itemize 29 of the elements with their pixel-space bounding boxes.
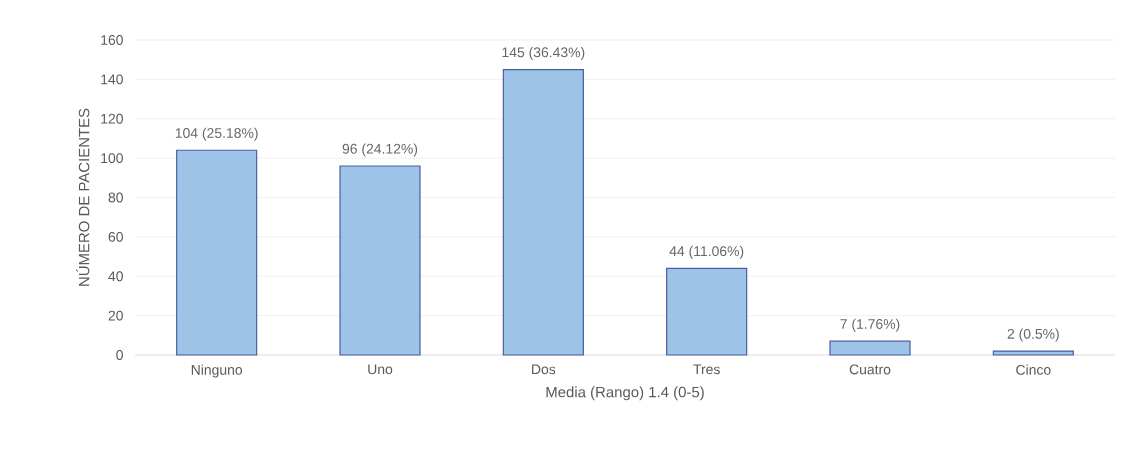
y-tick-label: 20 bbox=[108, 310, 123, 321]
x-tick-label: Cinco bbox=[1016, 364, 1051, 375]
y-tick-label: 0 bbox=[116, 350, 123, 360]
x-tick-label: Ninguno bbox=[191, 364, 243, 378]
x-axis-title: Media (Rango) 1.4 (0-5) bbox=[546, 386, 704, 401]
x-tick-label: Cuatro bbox=[849, 364, 891, 375]
data-label: 44 (11.06%) bbox=[669, 245, 744, 259]
y-tick-label: 40 bbox=[108, 271, 123, 282]
y-axis-title: NÚMERO DE PACIENTES bbox=[76, 108, 90, 286]
y-tick-label: 160 bbox=[101, 35, 123, 45]
x-tick-label: Uno bbox=[368, 364, 393, 375]
data-label: 96 (24.12%) bbox=[342, 143, 418, 157]
data-label: 2 (0.5%) bbox=[1007, 328, 1059, 342]
y-tick-label: 120 bbox=[101, 113, 123, 124]
bar bbox=[992, 350, 1074, 356]
y-tick-label: 100 bbox=[101, 153, 123, 164]
y-tick-label: 60 bbox=[108, 231, 123, 242]
x-tick-label: Dos bbox=[532, 364, 556, 375]
y-tick-label: 140 bbox=[101, 74, 123, 85]
bar bbox=[339, 165, 421, 356]
bar bbox=[829, 340, 911, 356]
data-label: 145 (36.43%) bbox=[502, 47, 585, 61]
bar bbox=[666, 267, 748, 356]
x-tick-label: Tres bbox=[693, 364, 720, 375]
bar bbox=[502, 68, 584, 356]
bar bbox=[176, 149, 258, 356]
y-tick-label: 80 bbox=[108, 192, 123, 203]
data-label: 7 (1.76%) bbox=[840, 318, 900, 332]
data-label: 104 (25.18%) bbox=[175, 127, 258, 141]
